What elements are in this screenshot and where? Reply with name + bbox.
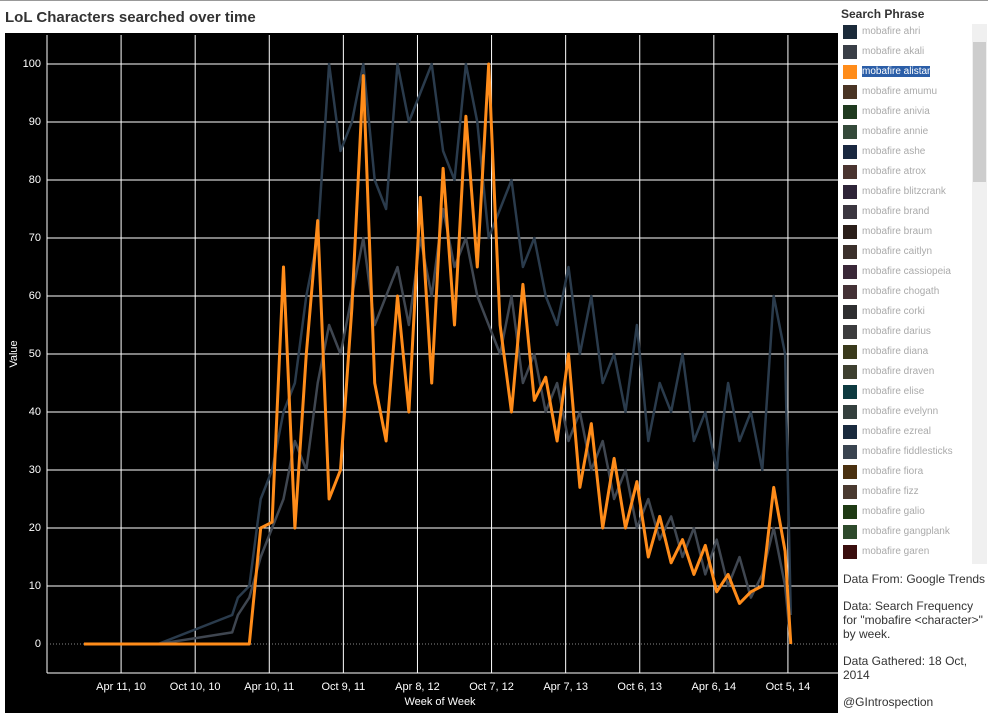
x-tick-label: Apr 7, 13 (543, 681, 588, 693)
legend-swatch[interactable] (843, 185, 857, 199)
y-tick-label: 60 (29, 290, 41, 302)
legend-swatch[interactable] (843, 485, 857, 499)
legend-swatch[interactable] (843, 305, 857, 319)
legend-swatch[interactable] (843, 445, 857, 459)
y-tick-label: 30 (29, 464, 41, 476)
divider (0, 0, 988, 1)
legend-label[interactable]: mobafire corki (862, 306, 925, 317)
note: @GIntrospection (843, 695, 934, 709)
legend-label[interactable]: mobafire diana (862, 346, 929, 357)
legend-swatch[interactable] (843, 85, 857, 99)
y-tick-label: 0 (35, 638, 41, 650)
x-tick-label: Apr 10, 11 (244, 681, 294, 693)
legend-label[interactable]: mobafire anivia (862, 106, 930, 117)
legend-title: Search Phrase (841, 7, 925, 21)
legend-label[interactable]: mobafire ahri (862, 26, 921, 37)
legend-swatch[interactable] (843, 265, 857, 279)
legend-label[interactable]: mobafire blitzcrank (862, 186, 946, 197)
y-tick-label: 40 (29, 406, 41, 418)
legend-swatch[interactable] (843, 425, 857, 439)
y-tick-label: 100 (23, 58, 41, 70)
legend-swatch[interactable] (843, 105, 857, 119)
legend-swatch[interactable] (843, 245, 857, 259)
chart-background (5, 33, 838, 713)
legend-swatch[interactable] (843, 365, 857, 379)
y-tick-label: 90 (29, 116, 41, 128)
legend-swatch[interactable] (843, 25, 857, 39)
legend-label[interactable]: mobafire evelynn (862, 406, 939, 417)
x-tick-label: Oct 5, 14 (766, 681, 811, 693)
legend-items: mobafire ahri mobafire akali mobafire alis… (838, 25, 988, 565)
legend: Search Phrase mobafire ahri mobafire akal… (838, 7, 988, 565)
notes: Data From: Google Trends Data: Search Fre… (843, 572, 988, 722)
chart-title: LoL Characters searched over time (5, 9, 256, 26)
legend-swatch[interactable] (843, 405, 857, 419)
legend-label[interactable]: mobafire brand (862, 206, 930, 217)
legend-label[interactable]: mobafire draven (862, 366, 935, 377)
x-tick-label: Oct 10, 10 (170, 681, 221, 693)
series-line (84, 62, 793, 646)
x-axis-title: Week of Week (404, 696, 476, 708)
legend-label[interactable]: mobafire akali (862, 46, 925, 57)
legend-label[interactable]: mobafire atrox (862, 166, 926, 177)
series-line (84, 62, 793, 646)
legend-label[interactable]: mobafire darius (862, 326, 931, 337)
y-axis-title: Value (8, 340, 20, 367)
y-tick-label: 10 (29, 580, 41, 592)
legend-swatch[interactable] (843, 145, 857, 159)
legend-label[interactable]: mobafire braum (862, 226, 933, 237)
legend-label[interactable]: mobafire fiddlesticks (862, 446, 953, 457)
legend-label[interactable]: mobafire fiora (862, 466, 924, 477)
legend-label[interactable]: mobafire caitlyn (862, 246, 933, 257)
x-tick-label: Apr 8, 12 (395, 681, 440, 693)
legend-label[interactable]: mobafire annie (862, 126, 929, 137)
x-tick-label: Oct 9, 11 (321, 681, 365, 693)
legend-swatch[interactable] (843, 125, 857, 139)
legend-swatch[interactable] (843, 205, 857, 219)
y-tick-label: 20 (29, 522, 41, 534)
scroll-thumb[interactable] (973, 42, 986, 182)
note: Data: Search Frequency for "mobafire <ch… (843, 599, 983, 641)
y-tick-label: 50 (29, 348, 41, 360)
y-tick-label: 70 (29, 232, 41, 244)
note: Data Gathered: 18 Oct, 2014 (843, 654, 968, 682)
x-tick-label: Apr 11, 10 (96, 681, 146, 693)
legend-swatch[interactable] (843, 345, 857, 359)
legend-swatch[interactable] (843, 385, 857, 399)
x-tick-label: Oct 6, 13 (617, 681, 662, 693)
scrollbar[interactable] (972, 24, 987, 564)
note: Data From: Google Trends (843, 572, 986, 586)
legend-swatch[interactable] (843, 225, 857, 239)
legend-label[interactable]: mobafire elise (862, 386, 925, 397)
legend-label[interactable]: mobafire fizz (862, 486, 919, 497)
legend-label[interactable]: mobafire galio (862, 506, 925, 517)
x-tick-label: Oct 7, 12 (469, 681, 514, 693)
legend-swatch[interactable] (843, 65, 857, 79)
chart: Value Week of Week 0 10 20 30 40 50 60 70 80 90 10… (5, 33, 838, 713)
legend-swatch[interactable] (843, 285, 857, 299)
legend-label[interactable]: mobafire ashe (862, 146, 926, 157)
series-line (84, 207, 793, 646)
legend-label[interactable]: mobafire alistar (860, 65, 932, 78)
legend-swatch[interactable] (843, 545, 857, 559)
legend-label[interactable]: mobafire gangplank (862, 526, 950, 537)
legend-swatch[interactable] (843, 165, 857, 179)
legend-label[interactable]: mobafire amumu (862, 86, 938, 97)
x-tick-label: Apr 6, 14 (692, 681, 737, 693)
legend-swatch[interactable] (843, 45, 857, 59)
legend-swatch[interactable] (843, 525, 857, 539)
y-tick-label: 80 (29, 174, 41, 186)
legend-swatch[interactable] (843, 325, 857, 339)
legend-label[interactable]: mobafire chogath (862, 286, 940, 297)
legend-label[interactable]: mobafire cassiopeia (862, 266, 951, 277)
legend-label[interactable]: mobafire ezreal (862, 426, 931, 437)
legend-label[interactable]: mobafire garen (862, 546, 930, 557)
legend-swatch[interactable] (843, 465, 857, 479)
legend-swatch[interactable] (843, 505, 857, 519)
